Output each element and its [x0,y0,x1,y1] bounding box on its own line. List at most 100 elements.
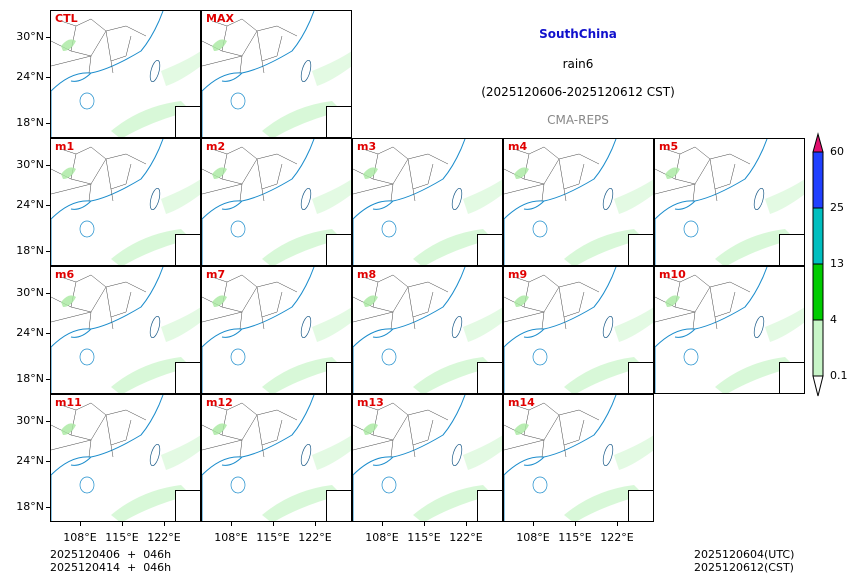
panel-label: m14 [508,396,535,409]
south-china-sea-inset [326,234,351,265]
x-tick-mark [80,522,81,526]
y-tick-mark [46,421,50,422]
panel-label: m3 [357,140,377,153]
model-title: CMA-REPS [547,113,609,127]
south-china-sea-inset [628,490,653,521]
footer-cst: 2025120612(CST) [694,561,794,574]
x-tick-mark [382,522,383,526]
panel-label: m11 [55,396,82,409]
map-panel: m3 [352,138,503,266]
x-tick-label: 115°E [558,531,592,544]
footer-init-line1: 2025120406 + 046h [50,548,172,561]
map-panel: m2 [201,138,352,266]
panel-label: m12 [206,396,233,409]
south-china-sea-inset [175,362,200,393]
x-tick-mark [466,522,467,526]
panel-label: m4 [508,140,528,153]
x-tick-label: 122°E [449,531,483,544]
map-panel: m14 [503,394,654,522]
panel-label: CTL [55,12,78,25]
south-china-sea-inset [326,490,351,521]
map-panel: m13 [352,394,503,522]
south-china-sea-inset [326,106,351,137]
x-tick-label: 108°E [365,531,399,544]
south-china-sea-inset [477,234,502,265]
footer-utc: 2025120604(UTC) [694,548,795,561]
y-tick-mark [46,461,50,462]
x-tick-label: 122°E [147,531,181,544]
y-tick-mark [46,379,50,380]
south-china-sea-inset [477,362,502,393]
x-tick-label: 108°E [63,531,97,544]
south-china-sea-inset [628,362,653,393]
map-panel: m8 [352,266,503,394]
south-china-sea-inset [628,234,653,265]
x-tick-mark [231,522,232,526]
y-tick-mark [46,293,50,294]
colorbar-graphic [812,132,824,397]
colorbar-label-0.1: 0.1 [830,369,848,382]
y-tick-mark [46,251,50,252]
panel-label: m10 [659,268,686,281]
y-tick-label: 24°N [16,326,44,339]
y-tick-label: 30°N [16,30,44,43]
panel-label: m6 [55,268,75,281]
footer-valid: 2025120604(UTC) 2025120612(CST) [694,548,794,574]
y-tick-mark [46,507,50,508]
map-panel: m11 [50,394,201,522]
x-tick-mark [424,522,425,526]
x-tick-mark [273,522,274,526]
y-tick-label: 18°N [16,116,44,129]
y-tick-mark [46,205,50,206]
map-panel: m10 [654,266,805,394]
y-tick-label: 30°N [16,158,44,171]
period-title: (2025120606-2025120612 CST) [481,85,675,99]
y-tick-label: 30°N [16,286,44,299]
colorbar-label-4: 4 [830,313,837,326]
y-tick-mark [46,165,50,166]
y-tick-label: 18°N [16,500,44,513]
y-tick-label: 18°N [16,372,44,385]
map-panel: m7 [201,266,352,394]
map-panel: m1 [50,138,201,266]
panel-label: m8 [357,268,377,281]
map-panel: MAX [201,10,352,138]
map-panel: m4 [503,138,654,266]
panel-label: m13 [357,396,384,409]
south-china-sea-inset [175,234,200,265]
y-tick-mark [46,123,50,124]
footer-init-line2: 2025120414 + 046h [50,561,172,574]
x-tick-label: 108°E [214,531,248,544]
y-tick-label: 24°N [16,70,44,83]
panel-label: MAX [206,12,234,25]
x-tick-mark [164,522,165,526]
colorbar-label-25: 25 [830,201,844,214]
footer-init: 2025120406 + 046h 2025120414 + 046h [50,548,171,574]
y-tick-label: 24°N [16,198,44,211]
x-tick-mark [122,522,123,526]
south-china-sea-inset [175,106,200,137]
colorbar-label-60: 60 [830,145,844,158]
y-tick-mark [46,37,50,38]
x-tick-label: 115°E [105,531,139,544]
south-china-sea-inset [326,362,351,393]
panel-label: m9 [508,268,528,281]
south-china-sea-inset [175,490,200,521]
map-panel: CTL [50,10,201,138]
x-tick-mark [575,522,576,526]
south-china-sea-inset [779,234,804,265]
y-tick-mark [46,333,50,334]
y-tick-label: 18°N [16,244,44,257]
map-panel: m5 [654,138,805,266]
x-tick-label: 108°E [516,531,550,544]
x-tick-mark [617,522,618,526]
x-tick-label: 122°E [298,531,332,544]
map-panel: m9 [503,266,654,394]
x-tick-mark [533,522,534,526]
y-tick-label: 30°N [16,414,44,427]
south-china-sea-inset [477,490,502,521]
y-tick-mark [46,77,50,78]
x-tick-label: 115°E [256,531,290,544]
colorbar-label-13: 13 [830,257,844,270]
panel-label: m5 [659,140,679,153]
